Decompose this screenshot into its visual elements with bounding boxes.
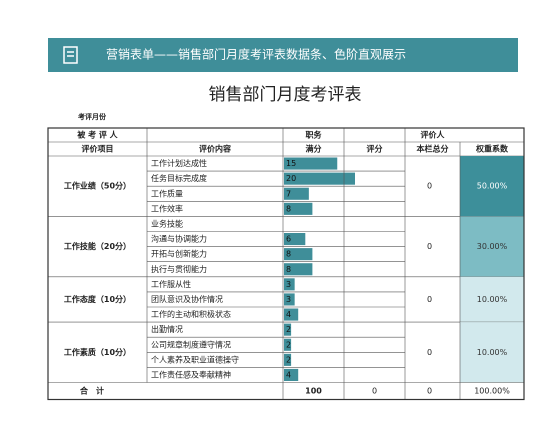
score-bar xyxy=(284,187,309,200)
score-bar xyxy=(284,233,306,246)
group-name: 工作态度（10分） xyxy=(64,294,131,304)
full-score: 2 xyxy=(286,325,291,334)
full-score: 3 xyxy=(286,295,291,304)
doc-title: 销售部门月度考评表 xyxy=(209,85,362,105)
total-weight: 100.00% xyxy=(474,387,510,396)
full-score: 3 xyxy=(286,280,291,289)
group-total: 0 xyxy=(427,182,432,191)
item-content: 沟通与协调能力 xyxy=(151,234,207,244)
item-content: 工作质量 xyxy=(151,188,183,198)
item-content: 工作责任感及奉献精神 xyxy=(151,369,231,379)
total-total: 0 xyxy=(427,387,432,396)
total-label: 合 计 xyxy=(79,386,104,396)
item-content: 工作计划达成性 xyxy=(151,158,207,168)
header-cell: 满分 xyxy=(306,144,322,154)
full-score: 2 xyxy=(286,355,291,364)
header-cell: 本栏总分 xyxy=(416,144,449,154)
score-bar xyxy=(284,157,338,170)
group-name: 工作业绩（50分） xyxy=(64,181,131,191)
item-content: 工作服从性 xyxy=(151,279,191,289)
full-score: 6 xyxy=(286,235,291,244)
group-weight: 50.00% xyxy=(477,182,508,191)
item-content: 出勤情况 xyxy=(151,324,183,334)
item-content: 工作效率 xyxy=(151,203,183,213)
group-total: 0 xyxy=(427,295,432,304)
score-bar xyxy=(284,323,292,336)
score-bar xyxy=(284,368,299,381)
weight-cell xyxy=(460,216,524,277)
score-bar xyxy=(284,353,292,366)
score-bar xyxy=(284,308,299,321)
item-content: 执行与贯彻能力 xyxy=(151,264,207,274)
weight-cell xyxy=(460,156,524,217)
group-name: 工作素质（10分） xyxy=(64,347,131,357)
group-weight: 10.00% xyxy=(477,295,508,304)
group-weight: 10.00% xyxy=(477,348,508,357)
item-content: 业务技能 xyxy=(151,218,183,228)
info-label: 被 考 评 人 xyxy=(77,130,118,140)
info-label: 职务 xyxy=(306,130,323,140)
group-total: 0 xyxy=(427,242,432,251)
banner-subtitle: 数据条、色阶直观展示 xyxy=(286,47,406,62)
full-score: 4 xyxy=(286,370,291,379)
item-content: 公司规章制度遵守情况 xyxy=(151,339,231,349)
header-cell: 评价项目 xyxy=(82,145,114,154)
full-score: 8 xyxy=(286,250,291,259)
info-label: 评价人 xyxy=(421,130,446,140)
item-content: 工作的主动和积极状态 xyxy=(151,309,231,319)
weight-cell xyxy=(460,322,524,383)
header-cell: 权重系数 xyxy=(475,144,509,154)
item-content: 任务目标完成度 xyxy=(151,173,207,183)
item-content: 团队意识及协作情况 xyxy=(151,294,223,304)
score-bar xyxy=(284,202,313,215)
full-score: 20 xyxy=(286,174,296,183)
score-bar xyxy=(284,278,295,291)
full-score: 7 xyxy=(286,189,291,198)
weight-cell xyxy=(460,276,524,323)
group-name: 工作技能（20分） xyxy=(64,241,131,251)
group-weight: 30.00% xyxy=(477,242,508,251)
score-bar xyxy=(284,263,313,276)
banner-icon xyxy=(63,46,78,64)
score-bar xyxy=(284,293,295,306)
period-label: 考评月份 xyxy=(78,112,107,121)
total-score: 0 xyxy=(372,387,377,396)
banner xyxy=(48,38,518,72)
total-full: 100 xyxy=(305,387,322,396)
table-frame xyxy=(47,127,525,401)
full-score: 4 xyxy=(286,310,291,319)
score-bar xyxy=(284,338,292,351)
item-content: 开拓与创新能力 xyxy=(151,249,207,259)
score-bar xyxy=(284,248,313,261)
full-score: 2 xyxy=(286,340,291,349)
full-score: 8 xyxy=(286,265,291,274)
score-bar xyxy=(284,172,355,185)
full-score: 8 xyxy=(286,204,291,213)
full-score: 15 xyxy=(286,159,296,168)
group-total: 0 xyxy=(427,348,432,357)
banner-title: 营销表单——销售部门月度考评表 xyxy=(106,47,286,62)
header-cell: 评价内容 xyxy=(199,144,231,154)
header-cell: 评分 xyxy=(367,144,383,154)
item-content: 个人素养及职业道德操守 xyxy=(151,354,239,364)
